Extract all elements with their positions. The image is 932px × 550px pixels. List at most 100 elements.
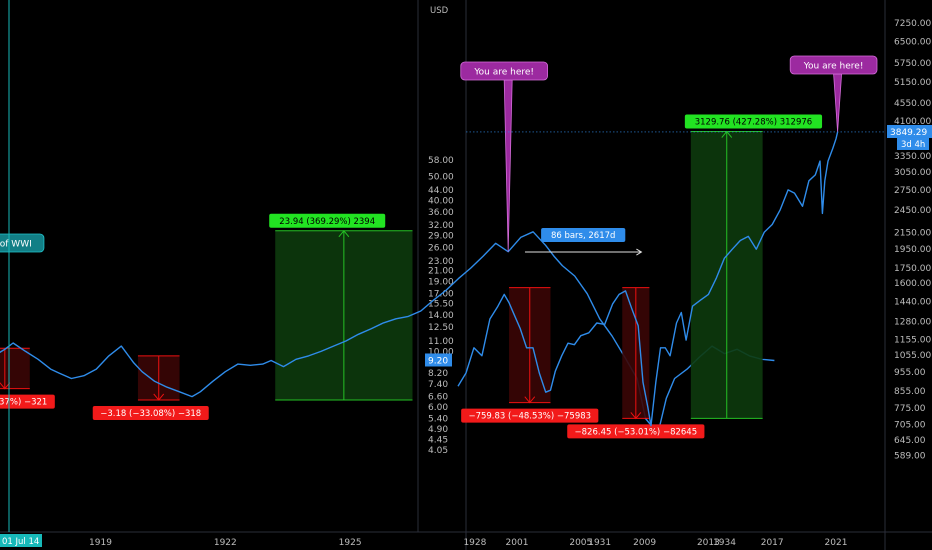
y-tick-label: 775.00: [894, 404, 926, 414]
y-tick-label: 12.50: [428, 323, 454, 333]
callout-text: Start of WWI: [0, 240, 32, 250]
measure-label-text: −759.83 (−48.53%) −75983: [468, 412, 591, 422]
y-tick-label: 6.60: [428, 393, 448, 403]
y-tick-label: 3050.00: [894, 168, 931, 178]
y-tick-label: 50.00: [428, 172, 454, 182]
x-tick-label: 1925: [339, 538, 362, 548]
last-price-tag: 9.20: [425, 353, 452, 367]
loss-measure-label: −826.45 (−53.01%) −82645: [567, 424, 705, 439]
arrow-head-icon: [630, 412, 642, 420]
y-tick-label: 10.00: [428, 347, 454, 357]
measure-label-text: −3.21 (−31.37%) −321: [0, 398, 47, 408]
date-range-label-bg: [541, 228, 626, 243]
x-tick-label: 1922: [214, 538, 237, 548]
price-tag-text: 9.20: [428, 356, 448, 366]
y-tick-label: 11.00: [428, 337, 454, 347]
y-tick-label: 4.05: [428, 446, 448, 456]
price-tag-text: 3849.29: [890, 128, 927, 138]
y-axis-unit-label: USD: [430, 6, 449, 16]
y-tick-label: 14.00: [428, 311, 454, 321]
y-tick-label: 7250.00: [894, 19, 931, 29]
gain-measure-box[interactable]: 3129.76 (427.28%) 312976: [684, 114, 823, 419]
x-tick-label: 2009: [633, 538, 656, 548]
loss-measure-box[interactable]: −3.18 (−33.08%) −318: [92, 355, 209, 420]
y-tick-label: 589.00: [894, 451, 926, 461]
loss-measure-box[interactable]: −759.83 (−48.53%) −75983: [461, 287, 599, 423]
y-tick-label: 6.00: [428, 403, 448, 413]
y-tick-label: 1950.00: [894, 245, 931, 255]
callout-box: [460, 61, 548, 81]
loss-measure-label: −3.21 (−31.37%) −321: [0, 394, 55, 409]
you-are-here-callout[interactable]: You are here!: [789, 55, 878, 133]
y-tick-label: 40.00: [428, 197, 454, 207]
x-tick-label: 1931: [588, 538, 611, 548]
y-tick-label: 8.20: [428, 369, 448, 379]
arrow-head-icon: [153, 393, 165, 401]
y-tick-label: 26.00: [428, 243, 454, 253]
measure-label-text: 23.94 (369.29%) 2394: [279, 217, 375, 227]
arrow-right-icon: [636, 248, 643, 256]
y-tick-label: 36.00: [428, 208, 454, 218]
date-range-tool[interactable]: 86 bars, 2617d: [524, 228, 643, 256]
x-tick-label: 2017: [761, 538, 784, 548]
y-tick-label: 32.00: [428, 221, 454, 231]
y-tick-label: 1155.00: [894, 335, 931, 345]
y-tick-label: 7.40: [428, 380, 448, 390]
y-tick-label: 1750.00: [894, 264, 931, 274]
label-background: [0, 394, 55, 409]
price-tag-bg: [425, 353, 452, 367]
y-tick-label: 4100.00: [894, 117, 931, 127]
price-tag-bg: [887, 124, 932, 138]
measure-label-text: −826.45 (−53.01%) −82645: [575, 427, 698, 437]
arrow-head-icon: [721, 130, 733, 138]
y-tick-label: 5150.00: [894, 78, 931, 88]
gain-measure-label: 23.94 (369.29%) 2394: [269, 213, 386, 228]
callout-text: You are here!: [473, 68, 534, 78]
measure-label-text: −3.18 (−33.08%) −318: [100, 409, 201, 419]
y-tick-label: 4.90: [428, 425, 448, 435]
y-tick-label: 1440.00: [894, 297, 931, 307]
callout-box: [789, 55, 878, 75]
price-line-series[interactable]: [457, 131, 839, 427]
x-tick-label: 2005: [569, 538, 592, 548]
y-tick-label: 58.00: [428, 156, 454, 166]
y-tick-label: 955.00: [894, 368, 926, 378]
y-tick-label: 1055.00: [894, 351, 931, 361]
y-tick-label: 2750.00: [894, 186, 931, 196]
y-tick-label: 1600.00: [894, 279, 931, 289]
y-tick-label: 2450.00: [894, 206, 931, 216]
x-tick-label: 2013: [697, 538, 720, 548]
y-tick-label: 705.00: [894, 420, 926, 430]
countdown-tag-text: 3d 4h: [901, 140, 925, 150]
measure-label-text: 3129.76 (427.28%) 312976: [695, 118, 812, 128]
date-range-label: 86 bars, 2617d: [551, 231, 615, 241]
cursor-date-tag-bg: [0, 534, 42, 547]
arrow-head-icon: [338, 229, 350, 238]
last-price-tag: 3849.29 3d 4h: [887, 124, 932, 150]
loss-measure-box[interactable]: −826.45 (−53.01%) −82645: [567, 287, 705, 439]
y-tick-label: 4.45: [428, 436, 448, 446]
x-tick-label: 2021: [825, 538, 848, 548]
y-tick-label: 6500.00: [894, 38, 931, 48]
label-background: [269, 213, 386, 228]
you-are-here-callout[interactable]: You are here!: [460, 61, 548, 252]
y-tick-label: 23.00: [428, 257, 454, 267]
y-tick-label: 2150.00: [894, 228, 931, 238]
label-background: [461, 408, 599, 423]
gain-measure-box[interactable]: 23.94 (369.29%) 2394: [269, 213, 413, 401]
x-tick-label: 1928: [463, 538, 486, 548]
y-tick-label: 645.00: [894, 436, 926, 446]
y-tick-label: 15.50: [428, 300, 454, 310]
start-of-wwi-callout[interactable]: Start of WWI: [0, 233, 45, 319]
label-background: [567, 424, 705, 439]
y-tick-label: 4550.00: [894, 99, 931, 109]
countdown-tag-bg: [897, 137, 929, 150]
callout-text: You are here!: [803, 62, 864, 72]
y-tick-label: 5.40: [428, 414, 448, 424]
loss-measure-label: −759.83 (−48.53%) −75983: [461, 408, 599, 423]
x-tick-label: 1934: [713, 538, 736, 548]
arrow-head-icon: [0, 382, 11, 390]
y-tick-label: 5750.00: [894, 59, 931, 69]
y-tick-label: 21.00: [428, 267, 454, 277]
